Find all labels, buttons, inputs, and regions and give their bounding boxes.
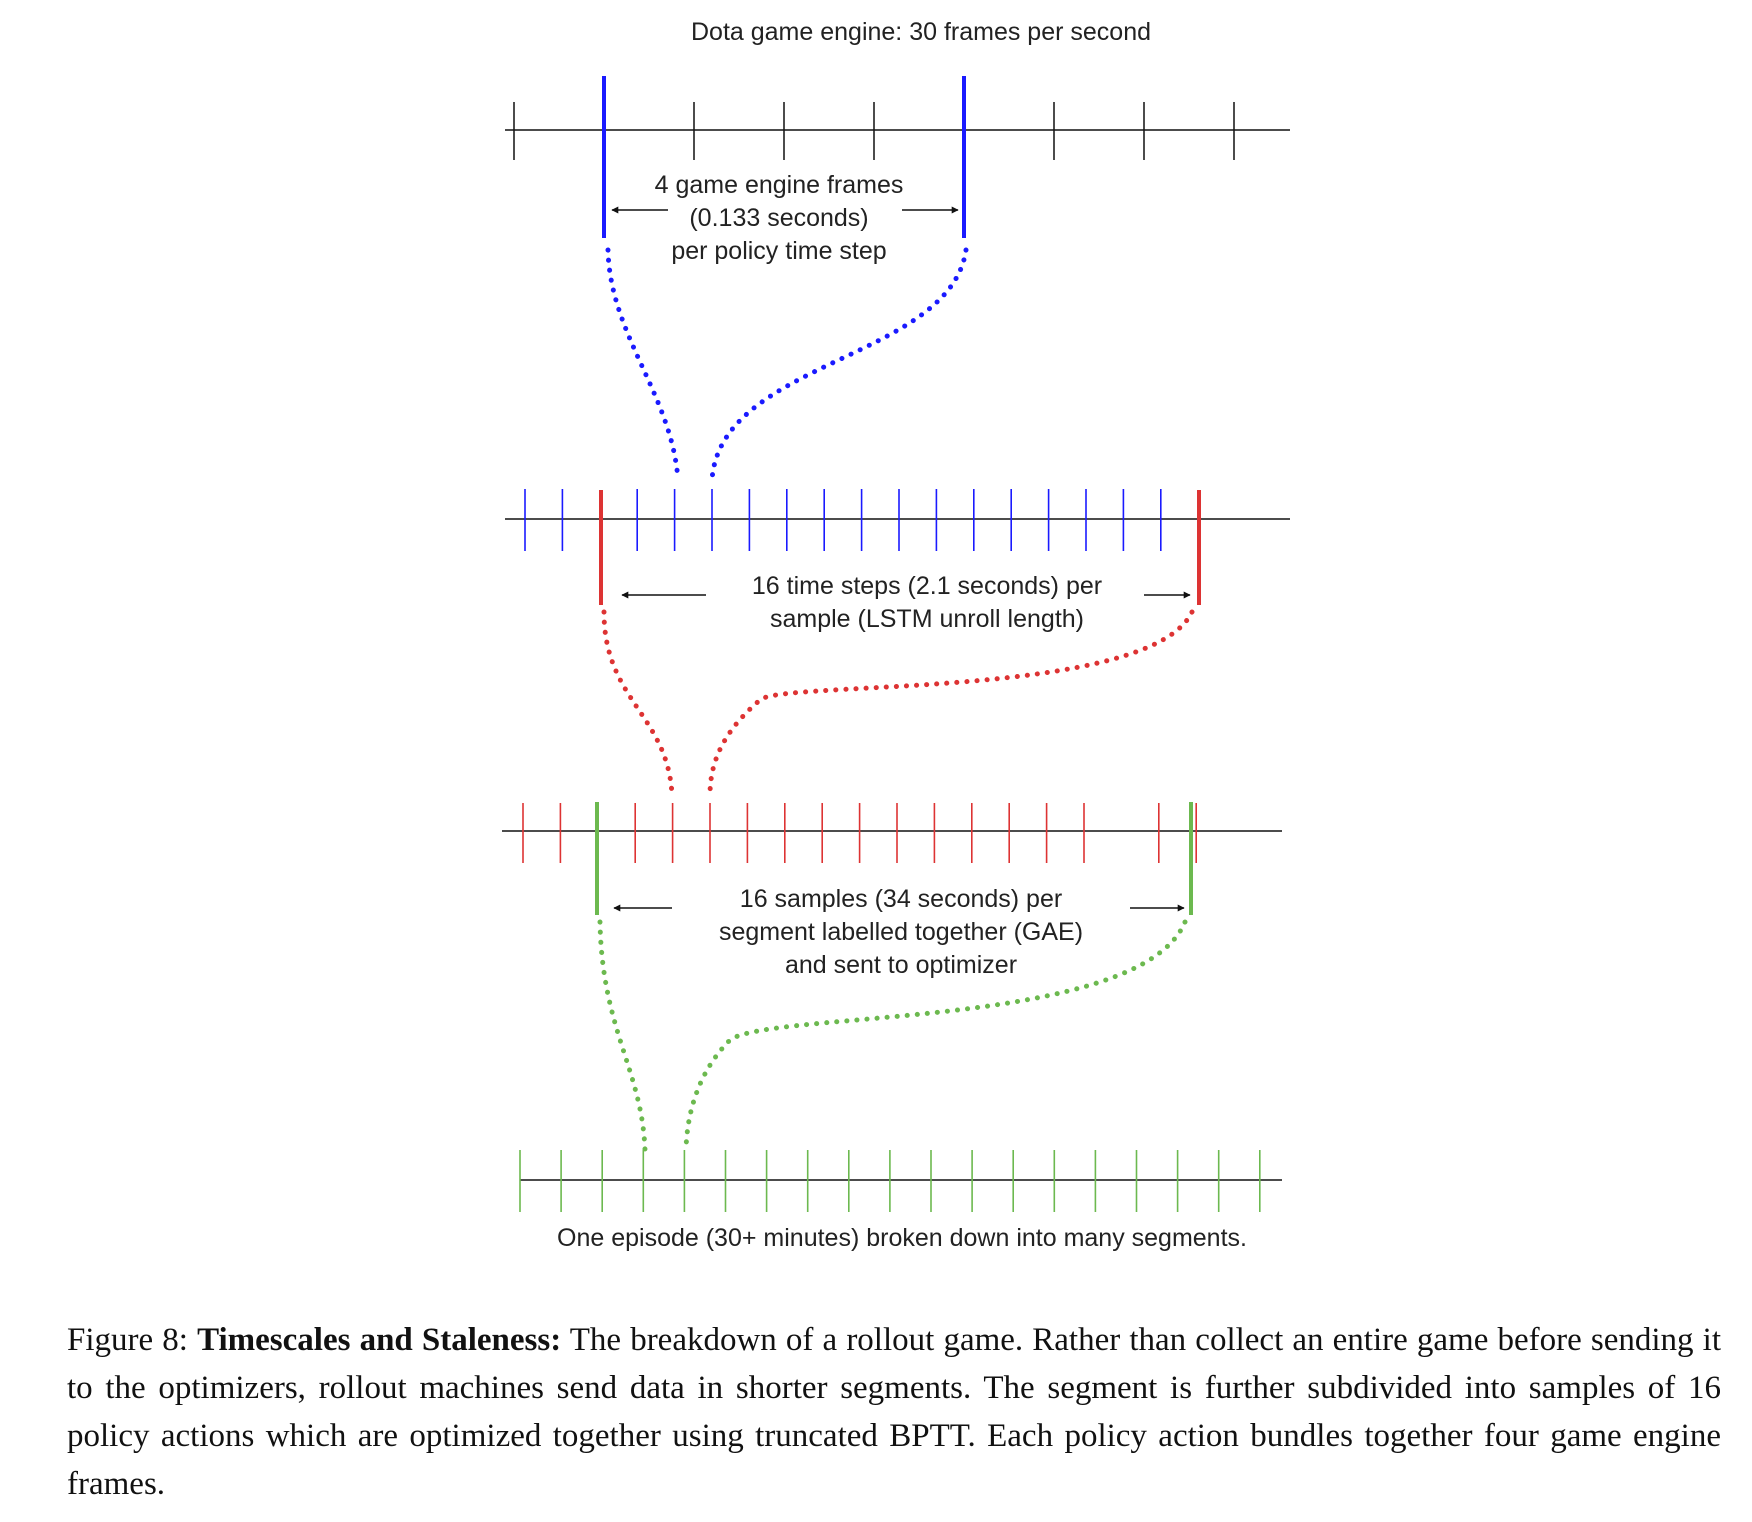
frames-annotation-line: per policy time step — [671, 237, 886, 265]
caption-prefix: Figure 8: — [67, 1322, 198, 1358]
zoom-connector-green — [597, 919, 648, 1153]
zoom-connector-blue — [709, 247, 969, 483]
figure-caption: Figure 8: Timescales and Staleness: The … — [67, 1316, 1721, 1508]
zoom-connector-blue — [605, 247, 681, 483]
segment-ticks — [519, 1150, 1261, 1212]
frame-timeline: 4 game engine frames (0.133 seconds) per… — [505, 76, 1290, 265]
steps-annotation-line: sample (LSTM unroll length) — [770, 605, 1084, 633]
sample-timeline: 16 samples (34 seconds) per segment labe… — [502, 802, 1282, 979]
samples-annotation-line: 16 samples (34 seconds) per — [740, 885, 1062, 913]
segment-timeline: One episode (30+ minutes) broken down in… — [519, 1150, 1282, 1252]
engine-title: Dota game engine: 30 frames per second — [691, 18, 1151, 46]
frames-annotation-line: (0.133 seconds) — [689, 204, 868, 232]
zoom-connector-red — [601, 609, 675, 798]
policy-step-ticks — [524, 489, 1162, 551]
sample-ticks — [522, 803, 1197, 863]
zoom-connector-green — [683, 919, 1188, 1153]
samples-annotation-line: and sent to optimizer — [785, 951, 1017, 979]
caption-body: The breakdown of a rollout game. Rather … — [67, 1322, 1721, 1502]
steps-annotation-line: 16 time steps (2.1 seconds) per — [752, 572, 1102, 600]
timescale-diagram: Dota game engine: 30 frames per second 4… — [502, 18, 1290, 1252]
policy-step-timeline: 16 time steps (2.1 seconds) per sample (… — [505, 489, 1290, 633]
samples-annotation-line: segment labelled together (GAE) — [719, 918, 1083, 946]
episode-annotation: One episode (30+ minutes) broken down in… — [557, 1224, 1247, 1252]
zoom-connector-red — [707, 609, 1195, 798]
diagram-canvas: Dota game engine: 30 frames per second 4… — [502, 18, 1290, 1252]
frames-annotation-line: 4 game engine frames — [655, 171, 904, 199]
caption-title: Timescales and Staleness: — [197, 1322, 562, 1358]
